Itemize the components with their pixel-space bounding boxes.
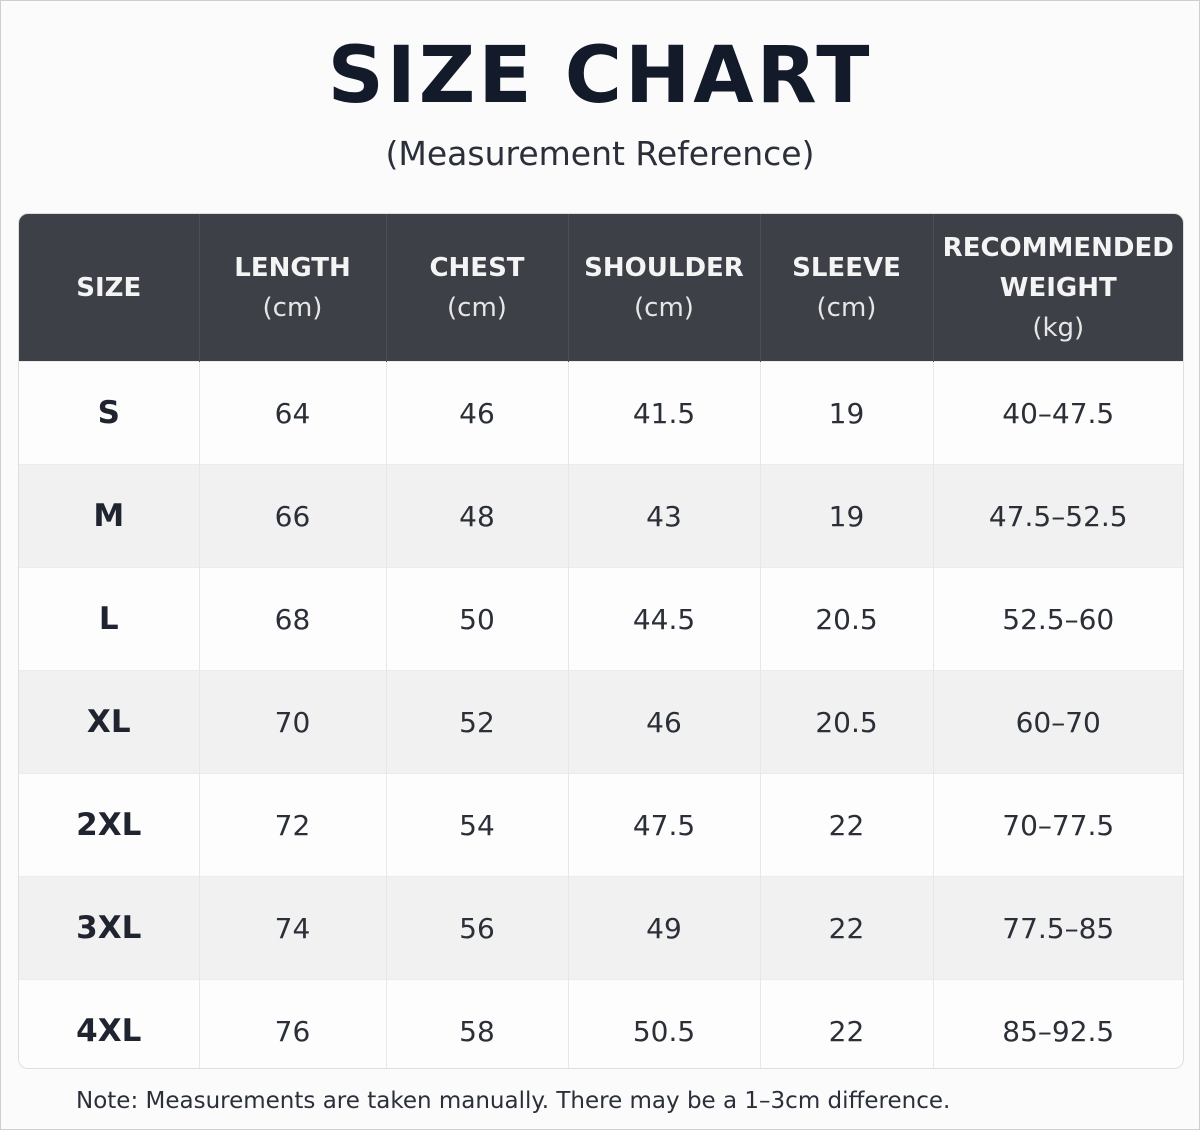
table-row: 2XL 72 54 47.5 22 70–77.5 — [19, 773, 1183, 877]
cell-weight: 47.5–52.5 — [933, 464, 1183, 568]
cell-chest: 50 — [386, 567, 569, 671]
table-row: S 64 46 41.5 19 40–47.5 — [19, 361, 1183, 465]
page-subtitle: (Measurement Reference) — [385, 134, 815, 173]
cell-sleeve: 19 — [760, 464, 934, 568]
header-length-unit: (cm) — [262, 292, 323, 323]
page-title: SIZE CHART — [327, 31, 873, 121]
header-recommended-weight: RECOMMENDED WEIGHT (kg) — [933, 214, 1183, 362]
header-chest: CHEST (cm) — [386, 214, 569, 362]
cell-shoulder: 50.5 — [568, 979, 761, 1068]
cell-chest: 52 — [386, 670, 569, 774]
cell-size: S — [19, 361, 200, 465]
cell-size: 2XL — [19, 773, 200, 877]
cell-weight: 52.5–60 — [933, 567, 1183, 671]
cell-weight: 85–92.5 — [933, 979, 1183, 1068]
cell-sleeve: 20.5 — [760, 567, 934, 671]
footnote: Note: Measurements are taken manually. T… — [76, 1088, 951, 1114]
cell-shoulder: 44.5 — [568, 567, 761, 671]
cell-sleeve: 19 — [760, 361, 934, 465]
table-row: 4XL 76 58 50.5 22 85–92.5 — [19, 979, 1183, 1068]
table-header-row: SIZE LENGTH (cm) CHEST (cm) SHOULDER (cm… — [19, 214, 1183, 362]
header-sleeve: SLEEVE (cm) — [760, 214, 934, 362]
table-row: L 68 50 44.5 20.5 52.5–60 — [19, 567, 1183, 671]
cell-chest: 58 — [386, 979, 569, 1068]
cell-chest: 48 — [386, 464, 569, 568]
cell-length: 70 — [199, 670, 387, 774]
header-sleeve-unit: (cm) — [816, 292, 877, 323]
cell-shoulder: 47.5 — [568, 773, 761, 877]
cell-length: 76 — [199, 979, 387, 1068]
cell-length: 68 — [199, 567, 387, 671]
header-chest-label: CHEST — [429, 252, 525, 283]
cell-size: XL — [19, 670, 200, 774]
cell-shoulder: 49 — [568, 876, 761, 980]
cell-length: 72 — [199, 773, 387, 877]
cell-size: 3XL — [19, 876, 200, 980]
header-weight-label-line2: WEIGHT — [999, 272, 1117, 303]
cell-chest: 56 — [386, 876, 569, 980]
header-sleeve-label: SLEEVE — [792, 252, 901, 283]
header-size-label: SIZE — [76, 272, 142, 303]
cell-sleeve: 22 — [760, 979, 934, 1068]
header-weight-label-line1: RECOMMENDED — [942, 232, 1174, 263]
cell-size: 4XL — [19, 979, 200, 1068]
header-shoulder-label: SHOULDER — [584, 252, 744, 283]
size-chart-table: SIZE LENGTH (cm) CHEST (cm) SHOULDER (cm… — [18, 213, 1184, 1069]
header-length: LENGTH (cm) — [199, 214, 387, 362]
cell-weight: 77.5–85 — [933, 876, 1183, 980]
header-chest-unit: (cm) — [447, 292, 507, 323]
table-row: 3XL 74 56 49 22 77.5–85 — [19, 876, 1183, 980]
cell-size: M — [19, 464, 200, 568]
header-shoulder-unit: (cm) — [634, 292, 694, 323]
cell-sleeve: 22 — [760, 876, 934, 980]
header-length-label: LENGTH — [234, 252, 351, 283]
cell-sleeve: 20.5 — [760, 670, 934, 774]
table-row: M 66 48 43 19 47.5–52.5 — [19, 464, 1183, 568]
cell-chest: 46 — [386, 361, 569, 465]
cell-size: L — [19, 567, 200, 671]
header-size: SIZE — [19, 214, 200, 362]
cell-weight: 70–77.5 — [933, 773, 1183, 877]
cell-length: 64 — [199, 361, 387, 465]
cell-length: 74 — [199, 876, 387, 980]
cell-shoulder: 46 — [568, 670, 761, 774]
header-shoulder: SHOULDER (cm) — [568, 214, 761, 362]
cell-shoulder: 41.5 — [568, 361, 761, 465]
header-weight-unit: (kg) — [1032, 312, 1085, 343]
cell-chest: 54 — [386, 773, 569, 877]
cell-length: 66 — [199, 464, 387, 568]
table-row: XL 70 52 46 20.5 60–70 — [19, 670, 1183, 774]
cell-sleeve: 22 — [760, 773, 934, 877]
cell-weight: 60–70 — [933, 670, 1183, 774]
cell-shoulder: 43 — [568, 464, 761, 568]
cell-weight: 40–47.5 — [933, 361, 1183, 465]
